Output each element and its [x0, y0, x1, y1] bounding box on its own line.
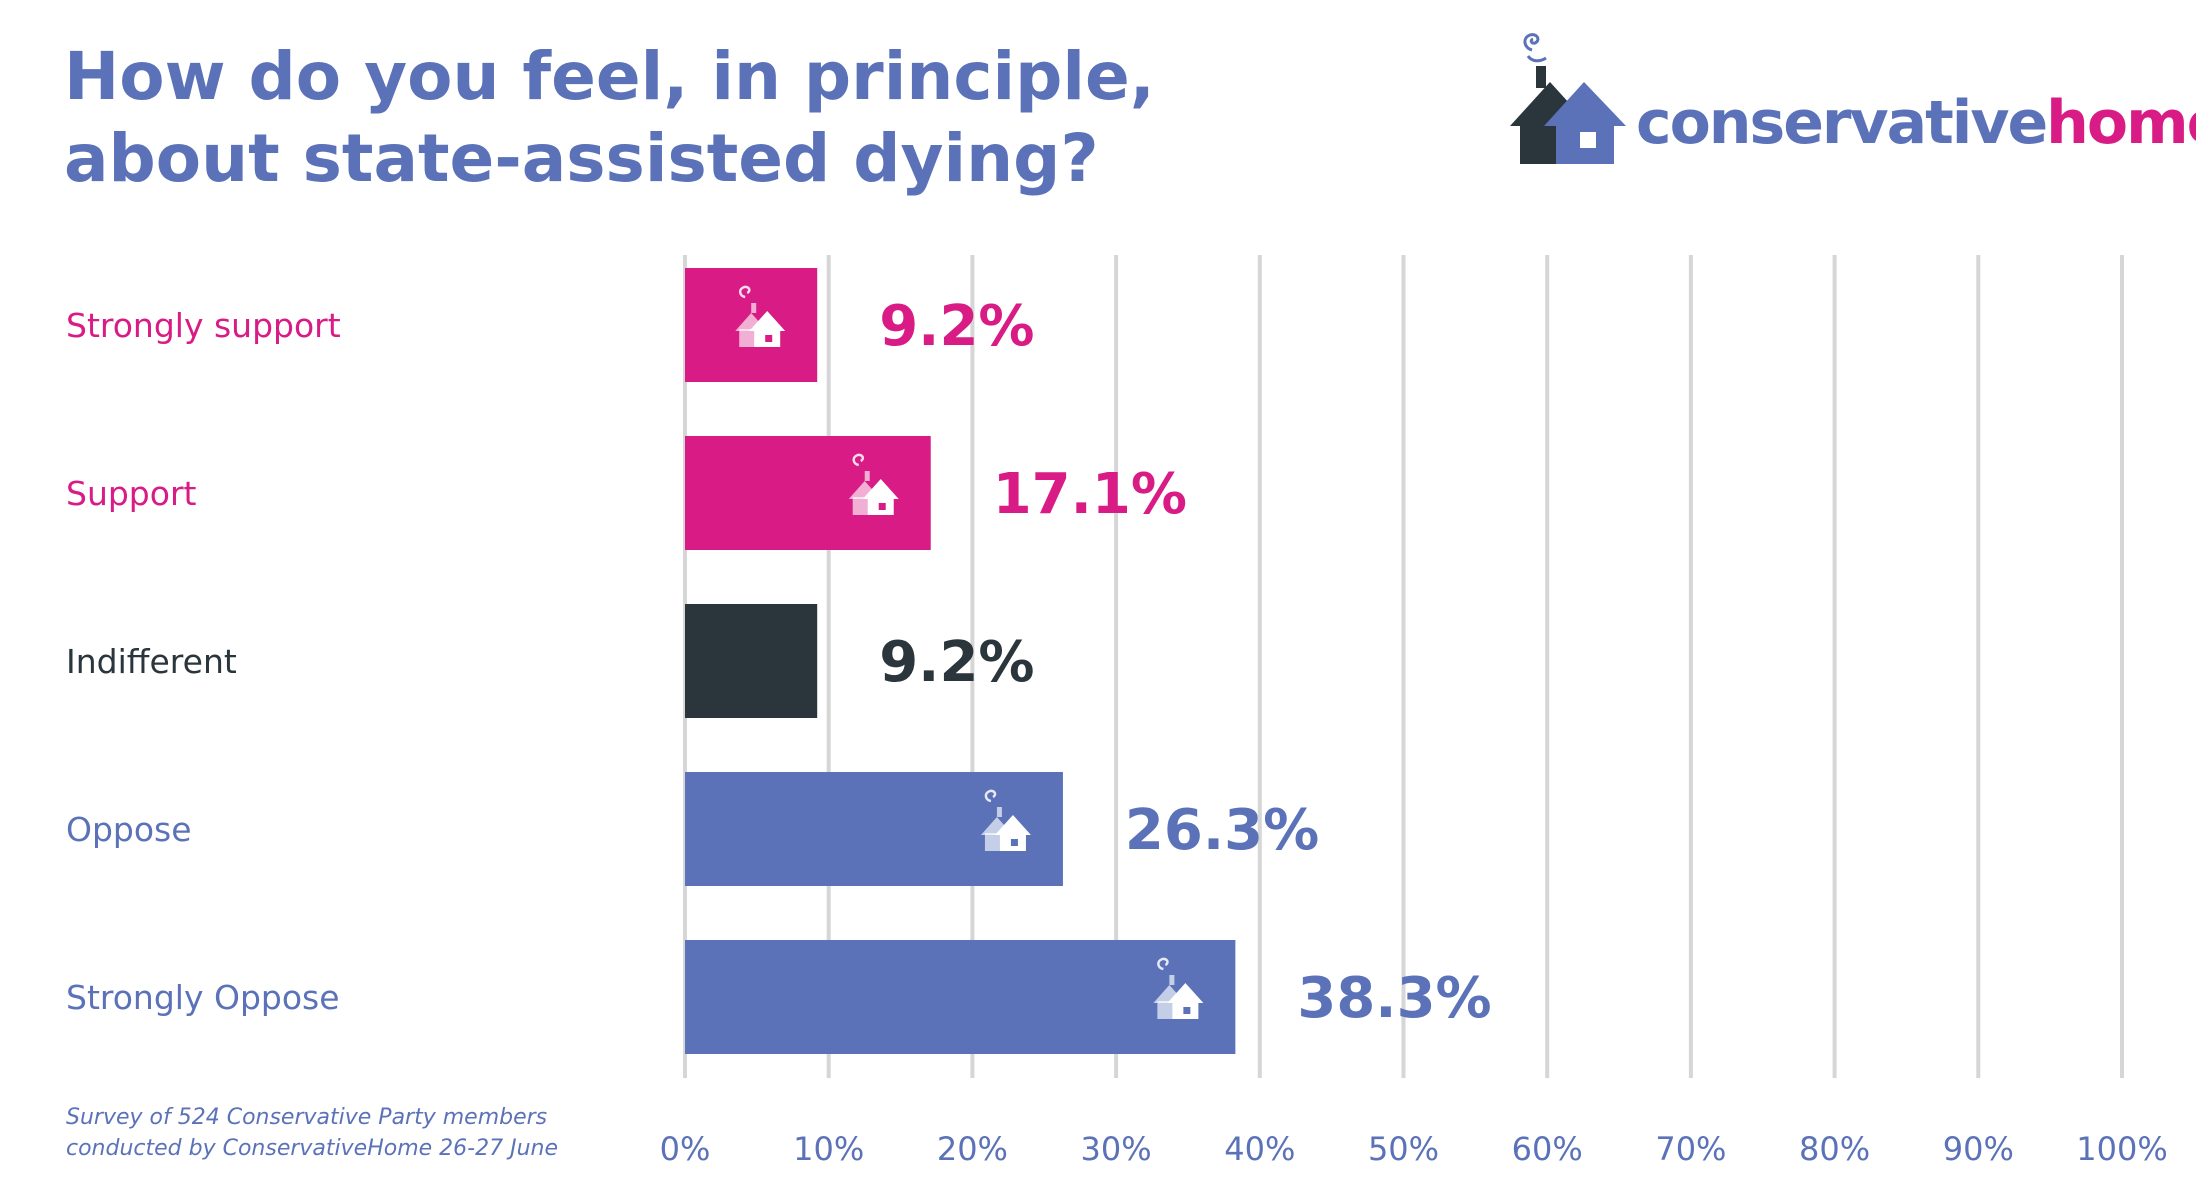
survey-note-line-1: Survey of 524 Conservative Party members: [66, 1105, 548, 1130]
x-tick-label-50: 50%: [1368, 1130, 1439, 1168]
x-tick-label-40: 40%: [1224, 1130, 1295, 1168]
x-tick-label-60: 60%: [1512, 1130, 1583, 1168]
value-labels: 9.2% 17.1% 9.2% 26.3% 38.3%: [879, 294, 1491, 1031]
bars: [685, 268, 1236, 1054]
chart-title: How do you feel, in principle, about sta…: [64, 36, 1164, 200]
value-label: 17.1%: [993, 462, 1187, 527]
category-label: Strongly support: [66, 306, 341, 345]
house-icon: [980, 789, 1031, 851]
survey-note-line-2: conducted by ConservativeHome 26-27 June: [66, 1136, 558, 1161]
house-icon: [1153, 957, 1204, 1019]
x-tick-label-30: 30%: [1081, 1130, 1152, 1168]
bar-strongly-oppose[interactable]: [685, 940, 1236, 1054]
category-label: Indifferent: [66, 642, 237, 681]
bar-indifferent[interactable]: [685, 604, 818, 718]
x-tick-label-80: 80%: [1799, 1130, 1870, 1168]
category-label: Support: [66, 474, 197, 513]
category-label: Strongly Oppose: [66, 978, 340, 1017]
x-axis-tick-labels: 0% 10% 20% 30% 40% 50% 60% 70% 80% 90% 100%: [660, 1130, 2168, 1168]
survey-note: Survey of 524 Conservative Party members…: [66, 1102, 626, 1164]
category-label: Oppose: [66, 810, 192, 849]
value-label: 9.2%: [879, 294, 1034, 359]
chart-title-line-2: about state-assisted dying?: [64, 120, 1099, 197]
value-label: 9.2%: [879, 630, 1034, 695]
x-tick-label-70: 70%: [1655, 1130, 1726, 1168]
category-labels: Strongly support Support Indifferent Oppose…: [66, 306, 341, 1017]
x-tick-label-20: 20%: [937, 1130, 1008, 1168]
house-icon: [735, 285, 786, 347]
bar-support[interactable]: [685, 436, 931, 550]
conservativehome-logo[interactable]: conservativehome: [1504, 18, 2196, 168]
logo-word-home: home: [2046, 88, 2196, 158]
chart-title-line-1: How do you feel, in principle,: [64, 38, 1155, 115]
logo-word-conservative: conservative: [1636, 88, 2048, 158]
value-label: 26.3%: [1125, 798, 1319, 863]
logo-wordmark: conservativehome: [1636, 88, 2196, 158]
house-icon: [1510, 33, 1626, 164]
x-tick-label-100: 100%: [2076, 1130, 2167, 1168]
value-label: 38.3%: [1297, 966, 1491, 1031]
x-tick-label-0: 0%: [660, 1130, 711, 1168]
bar-icons: [735, 285, 1204, 1019]
x-tick-label-10: 10%: [793, 1130, 864, 1168]
x-tick-label-90: 90%: [1943, 1130, 2014, 1168]
house-icon: [848, 453, 899, 515]
